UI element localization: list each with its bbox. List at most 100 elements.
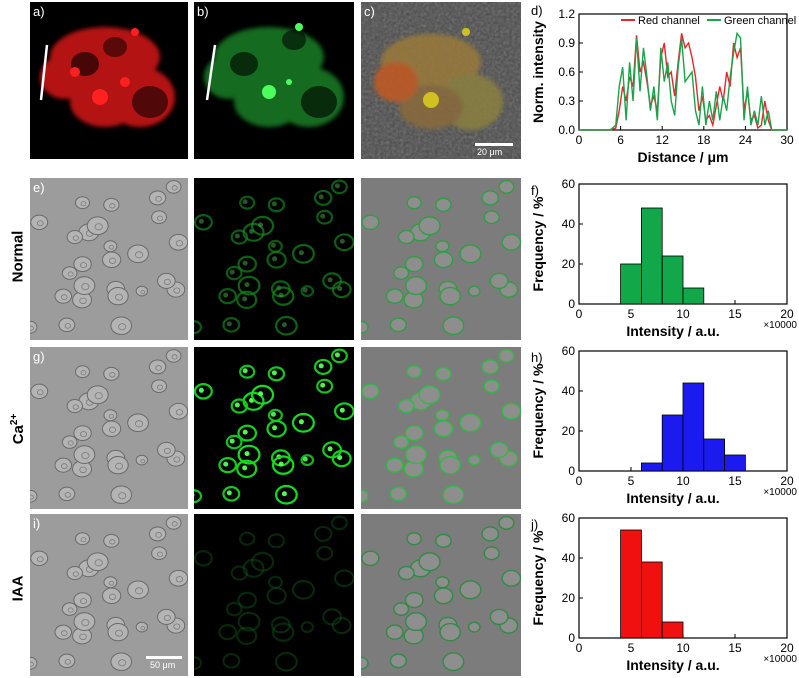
cell — [151, 546, 167, 561]
panel-e-merged — [361, 178, 521, 340]
plot-frame — [578, 517, 788, 639]
fluorescent-cell — [271, 455, 295, 475]
panel-g-merged — [361, 347, 521, 509]
cell — [86, 385, 109, 405]
cell-overlay — [385, 624, 404, 640]
cell-nucleus — [108, 413, 115, 419]
cell-overlay — [442, 316, 465, 336]
cell — [73, 276, 96, 295]
cell-overlay — [397, 229, 415, 245]
cell — [103, 409, 118, 422]
cell-nucleus — [163, 278, 171, 285]
x-axis-label: Distance / μm — [637, 149, 728, 165]
cell-overlay — [393, 602, 410, 616]
x-tick-label: 6 — [617, 133, 624, 147]
panel-i-brightfield: i) 50 μm — [30, 514, 188, 676]
panel-label-i: i) — [33, 516, 41, 531]
fluorescent-cell — [222, 653, 241, 669]
merged-cells-image — [361, 2, 521, 159]
scale-bar-label: 20 μm — [477, 147, 503, 157]
cell-nucleus — [140, 289, 146, 295]
panel-e-green — [194, 178, 354, 340]
cell-overlay — [361, 489, 369, 503]
panel-label-c: c) — [364, 4, 375, 19]
cell-nucleus — [72, 571, 79, 577]
y-tick-label: 20 — [562, 591, 576, 605]
cell — [103, 197, 120, 212]
cell-nucleus — [171, 354, 178, 360]
fluorescent-cell — [322, 608, 343, 626]
fluorescent-cell — [291, 579, 315, 600]
fluorescent-cell — [194, 550, 213, 567]
x-tick-label: 0 — [576, 641, 583, 655]
green-fluorescence-image — [194, 347, 354, 509]
bright-spot — [278, 461, 284, 467]
y-axis-label: Frequency / % — [530, 363, 546, 458]
fluorescent-cell — [237, 255, 258, 273]
bright-spot — [242, 465, 248, 471]
row-label-calcium-text: Ca — [10, 425, 27, 445]
cell — [101, 420, 122, 438]
bright-spot — [298, 250, 304, 256]
cell-overlay — [435, 533, 452, 548]
fluorescent-cell — [270, 616, 291, 634]
fluorescent-cell — [334, 402, 354, 421]
cell — [135, 454, 149, 466]
cell-nucleus — [175, 409, 184, 416]
cell-nucleus — [80, 262, 87, 269]
cell-overlay — [361, 383, 380, 400]
x-tick-label: 0 — [576, 474, 583, 488]
fluorescent-cell — [225, 601, 243, 617]
cell — [157, 272, 176, 289]
bright-spot — [302, 456, 308, 462]
cell-nucleus — [175, 576, 184, 583]
cell-nucleus — [67, 607, 74, 613]
histogram-bar — [620, 263, 642, 305]
cell — [103, 533, 120, 548]
cell-overlay — [498, 348, 515, 363]
cell — [148, 359, 167, 375]
cell-nucleus — [171, 185, 178, 191]
panel-label-a: a) — [33, 4, 45, 19]
panel-label-h: h) — [531, 350, 543, 365]
fluorescent-cell — [250, 215, 275, 236]
brightfield-image — [30, 347, 188, 509]
cell-overlay — [418, 552, 441, 572]
cell-overlay — [393, 266, 410, 280]
cell-overlay — [439, 455, 462, 475]
cell — [148, 526, 167, 542]
bright-spot — [298, 419, 304, 425]
cell-nucleus — [80, 537, 87, 543]
legend-label: Red channel — [638, 15, 700, 27]
bright-spot — [226, 321, 232, 327]
panel-label-g: g) — [33, 349, 45, 364]
cell-nucleus — [60, 630, 68, 637]
bright-spot — [271, 201, 277, 207]
cell — [110, 316, 133, 336]
bright-spot — [223, 461, 229, 467]
cell-nucleus — [94, 392, 103, 400]
panel-label-b: b) — [197, 4, 209, 19]
y-tick-label: 0 — [568, 297, 575, 311]
x-tick-label: 0 — [576, 307, 583, 321]
fluorescent-cell — [237, 275, 261, 296]
cell-overlay — [439, 622, 462, 642]
cell-nucleus — [79, 633, 87, 641]
cell-overlay — [435, 366, 452, 381]
bright-spot — [339, 238, 345, 244]
cell — [58, 486, 76, 502]
bright-spot — [272, 425, 278, 431]
cell — [86, 216, 109, 236]
cell-overlay — [389, 653, 407, 669]
fluorescent-cell — [225, 265, 243, 281]
cell-overlay — [361, 550, 380, 567]
cell-nucleus — [36, 389, 44, 396]
cell-nucleus — [135, 251, 144, 259]
fluorescent-cell — [236, 626, 258, 645]
cell — [66, 230, 83, 245]
cell-overlay — [435, 240, 450, 253]
cell-nucleus — [79, 466, 87, 474]
cell-overlay — [361, 320, 369, 334]
fluorescent-cell — [322, 441, 343, 459]
panel-label-d: d) — [531, 3, 543, 18]
